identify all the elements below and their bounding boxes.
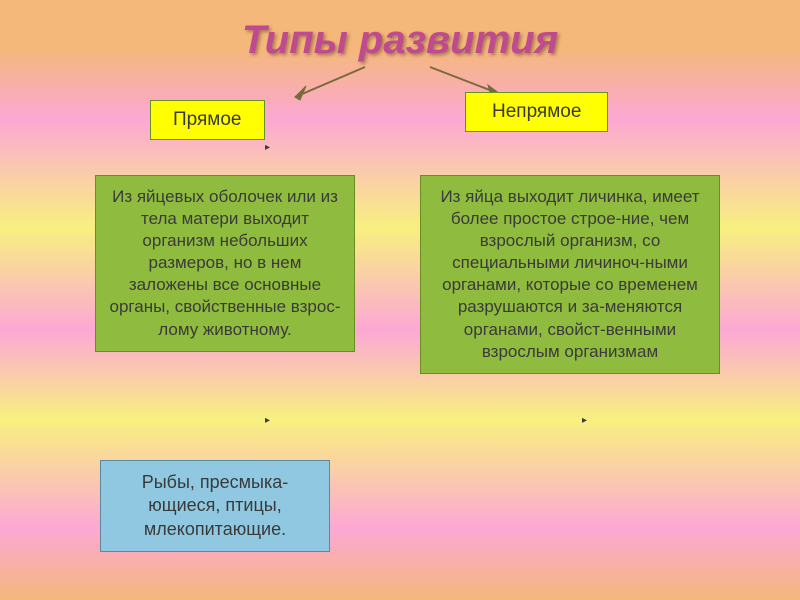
direct-label: Прямое	[150, 100, 265, 140]
direct-examples: Рыбы, пресмыка-ющиеся, птицы, млекопитаю…	[100, 460, 330, 552]
marker-icon: ▸	[265, 142, 273, 150]
page-title: Типы развития	[0, 0, 800, 63]
indirect-label: Непрямое	[465, 92, 608, 132]
marker-icon: ▸	[582, 415, 590, 423]
direct-description: Из яйцевых оболочек или из тела матери в…	[95, 175, 355, 352]
arrow-left	[280, 62, 380, 107]
indirect-description: Из яйца выходит личинка, имеет более про…	[420, 175, 720, 374]
marker-icon: ▸	[265, 415, 273, 423]
